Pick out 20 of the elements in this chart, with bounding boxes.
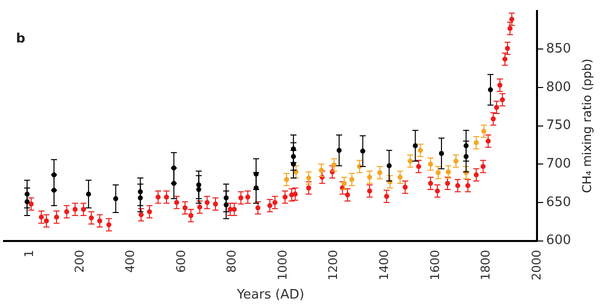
x-tick-label: 1800 — [478, 250, 493, 280]
y-tick-label: 750 — [546, 118, 572, 134]
annotation: b — [16, 32, 26, 47]
y-tick-label: 650 — [546, 194, 572, 210]
x-tick-label: 1600 — [428, 250, 442, 280]
x-tick-label: 2000 — [529, 250, 544, 280]
x-tick-label: 400 — [123, 250, 138, 273]
x-tick-label: 1200 — [326, 250, 340, 280]
x-tick-label: 1000 — [275, 250, 290, 280]
x-tick-label: 1 — [22, 250, 36, 258]
y-axis-title: CH₄ mixing ratio (ppb) — [580, 58, 594, 193]
y-tick-label: 850 — [546, 42, 572, 57]
x-tick-label: 200 — [72, 250, 86, 273]
x-tick-label: 800 — [224, 250, 239, 273]
x-axis-title: Years (AD) — [236, 288, 304, 303]
x-tick-label: 600 — [174, 250, 188, 273]
y-tick-label: 800 — [546, 80, 572, 95]
y-tick-label: 600 — [546, 233, 572, 248]
y-tick-label: 700 — [546, 156, 572, 172]
x-tick-label: 1400 — [376, 250, 391, 280]
